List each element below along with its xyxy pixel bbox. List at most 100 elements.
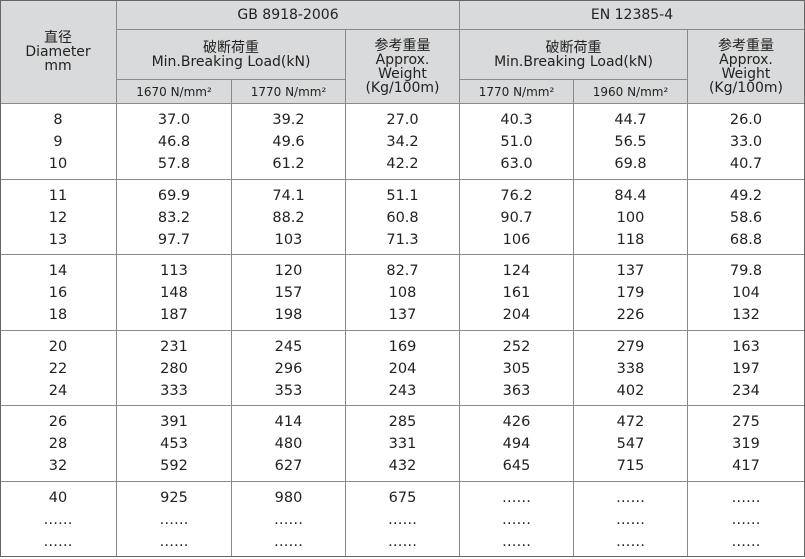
cell-text: 363 xyxy=(502,382,531,399)
cell-text: 74.1 xyxy=(272,187,305,204)
cell-text: …… xyxy=(159,511,189,528)
cell-text: 480 xyxy=(274,436,303,452)
cell-text: 305 xyxy=(502,360,531,377)
value-cell: 44.7 56.5 69.8 xyxy=(574,104,688,180)
cell-text: 925 xyxy=(160,489,188,506)
diameter-cell: 26 28 32 xyxy=(0,406,117,482)
value-cell: 37.0 46.8 57.8 xyxy=(117,104,232,180)
value-cell: 252 305 363 xyxy=(460,330,574,406)
cell-text: 49.2 xyxy=(729,187,763,204)
cell-text: 34.2 xyxy=(386,134,419,150)
cell-text: 100 xyxy=(616,209,645,226)
value-cell: 137 179 226 xyxy=(574,255,688,331)
cell-text: 8 xyxy=(53,112,63,128)
cell-text: 16 xyxy=(48,285,68,301)
cell-text: 51.1 xyxy=(386,187,419,204)
cell-text: 28 xyxy=(48,436,68,452)
cell-text: 280 xyxy=(160,360,188,377)
cell-text: …… xyxy=(502,511,531,528)
cell-text: 645 xyxy=(502,458,531,474)
diameter-cell: 8 9 10 xyxy=(0,104,117,180)
cell-text: 252 xyxy=(502,338,531,355)
standard-header: EN 12385-4 xyxy=(460,0,805,30)
cell-text: …… xyxy=(159,533,189,550)
cell-text: 179 xyxy=(616,285,645,301)
cell-text: 132 xyxy=(732,307,760,323)
value-cell: 245 296 353 xyxy=(232,330,346,406)
cell-text: 9 xyxy=(53,134,63,150)
cell-text: 1770 N/mm² xyxy=(250,84,327,99)
cell-text: …… xyxy=(616,533,645,550)
cell-text: 453 xyxy=(160,436,188,452)
cell-text: 118 xyxy=(616,231,645,248)
cell-text: 275 xyxy=(732,414,760,430)
cell-text: …… xyxy=(502,489,531,506)
cell-text: EN 12385-4 xyxy=(590,6,674,23)
cell-text: 148 xyxy=(160,285,188,301)
cell-text: Min.Breaking Load(kN) xyxy=(151,53,311,70)
diameter-cell: 11 12 13 xyxy=(0,179,117,255)
cell-text: mm xyxy=(44,57,72,74)
cell-text: 494 xyxy=(502,436,531,452)
cell-text: 106 xyxy=(502,231,531,248)
cell-text: 120 xyxy=(274,263,303,279)
cell-text: 245 xyxy=(274,338,303,355)
cell-text: 1770 N/mm² xyxy=(478,84,555,99)
cell-text: 234 xyxy=(732,382,760,399)
cell-text: 90.7 xyxy=(500,209,533,226)
cell-text: 331 xyxy=(388,436,417,452)
cell-text: 57.8 xyxy=(157,156,191,172)
cell-text: 547 xyxy=(616,436,645,452)
value-cell: 426 494 645 xyxy=(460,406,574,482)
cell-text: 56.5 xyxy=(614,134,647,150)
cell-text: 197 xyxy=(732,360,760,377)
cell-text: …… xyxy=(388,511,417,528)
cell-text: 163 xyxy=(732,338,760,355)
value-cell: 49.2 58.6 68.8 xyxy=(688,179,805,255)
cell-text: 18 xyxy=(48,307,68,323)
value-cell: …… …… …… xyxy=(688,481,805,557)
cell-text: 12 xyxy=(48,209,68,226)
standard-header: GB 8918-2006 xyxy=(117,0,460,30)
value-cell: 69.9 83.2 97.7 xyxy=(117,179,232,255)
load-header: 破断荷重 Min.Breaking Load(kN) xyxy=(460,30,688,80)
cell-text: 破断荷重 xyxy=(545,39,602,56)
cell-text: 58.6 xyxy=(729,209,763,226)
cell-text: 402 xyxy=(616,382,645,399)
cell-text: 108 xyxy=(388,285,417,301)
cell-text: 参考重量 xyxy=(718,37,774,54)
cell-text: 40.3 xyxy=(500,112,533,128)
cell-text: …… xyxy=(43,533,73,550)
cell-text: 161 xyxy=(502,285,531,301)
cell-text: 426 xyxy=(502,414,531,430)
cell-text: …… xyxy=(388,533,417,550)
value-cell: 120 157 198 xyxy=(232,255,346,331)
cell-text: 353 xyxy=(274,382,303,399)
cell-text: …… xyxy=(616,511,645,528)
cell-text: 68.8 xyxy=(729,231,763,248)
cell-text: 137 xyxy=(388,307,417,323)
cell-text: …… xyxy=(731,511,761,528)
cell-text: 296 xyxy=(274,360,303,377)
cell-text: 103 xyxy=(274,231,303,248)
cell-text: GB 8918-2006 xyxy=(237,6,339,23)
cell-text: 137 xyxy=(616,263,645,279)
cell-text: 69.9 xyxy=(157,187,191,204)
cell-text: …… xyxy=(274,511,303,528)
cell-text: 83.2 xyxy=(157,209,191,226)
grade-header: 1770 N/mm² xyxy=(232,80,346,104)
cell-text: 26.0 xyxy=(729,112,763,128)
cell-text: …… xyxy=(616,489,645,506)
weight-header: 参考重量 Approx. Weight (Kg/100m) xyxy=(688,30,805,104)
cell-text: Diameter xyxy=(25,43,91,60)
cell-text: 97.7 xyxy=(157,231,191,248)
value-cell: 51.1 60.8 71.3 xyxy=(346,179,460,255)
cell-text: …… xyxy=(274,533,303,550)
cell-text: 84.4 xyxy=(614,187,647,204)
grade-header: 1670 N/mm² xyxy=(117,80,232,104)
load-header: 破断荷重 Min.Breaking Load(kN) xyxy=(117,30,346,80)
cell-text: 37.0 xyxy=(157,112,191,128)
value-cell: 84.4 100 118 xyxy=(574,179,688,255)
weight-header: 参考重量 Approx. Weight (Kg/100m) xyxy=(346,30,460,104)
cell-text: 61.2 xyxy=(272,156,305,172)
